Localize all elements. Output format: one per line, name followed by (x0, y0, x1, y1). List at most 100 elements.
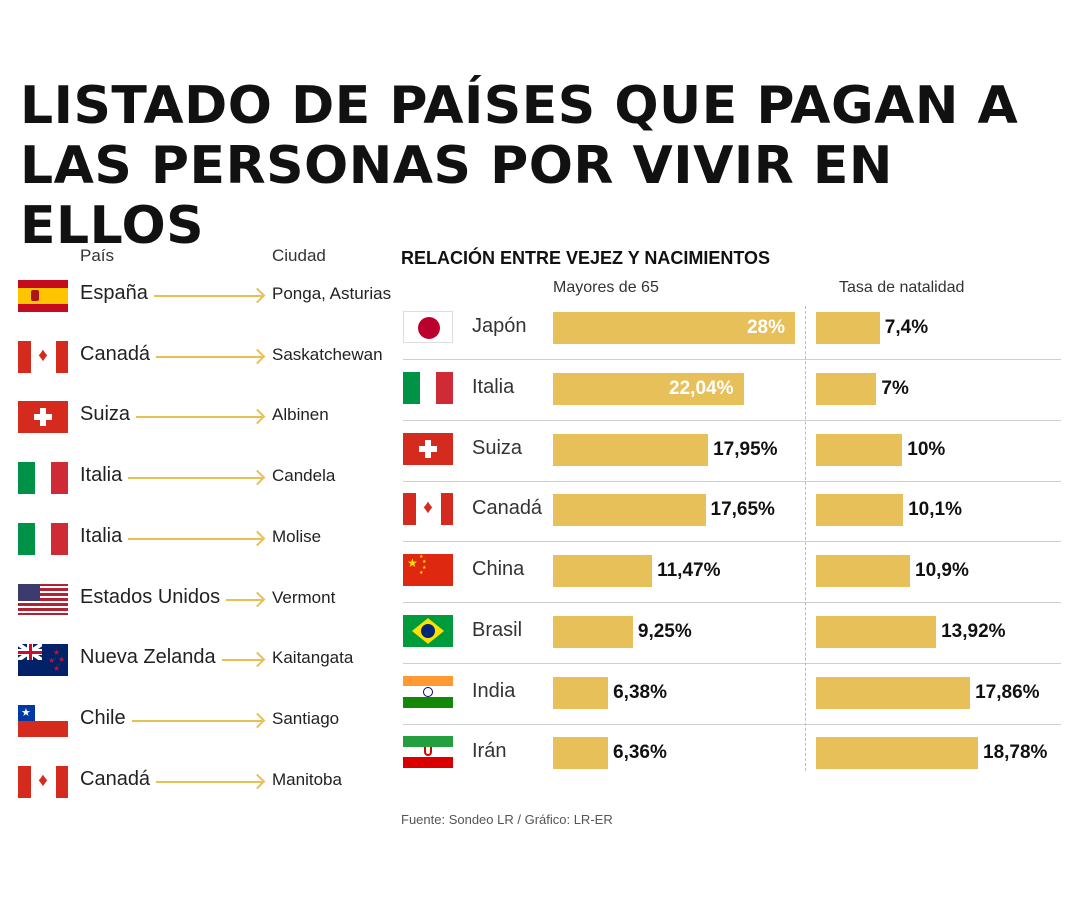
city-name: Vermont (272, 587, 336, 607)
arrow-right-icon (154, 295, 262, 297)
country-name: Italia (80, 524, 123, 547)
page-title: LISTADO DE PAÍSES QUE PAGAN A LAS PERSON… (20, 76, 1080, 256)
label-mayores-65: 22,04% (669, 377, 734, 399)
city-name: Santiago (272, 708, 340, 728)
italy-flag-icon (403, 371, 453, 404)
label-mayores-65: 9,25% (637, 620, 692, 642)
list-item: Italia Candela (18, 448, 388, 508)
chart-row: ★ ★ ★ ★ ★ China 11,47% 10,9% (403, 541, 1061, 603)
arrow-right-icon (226, 598, 262, 601)
city-name: Candela (272, 466, 336, 486)
city-column-header: Ciudad (272, 246, 326, 265)
chart-title: RELACIÓN ENTRE VEJEZ Y NACIMIENTOS (401, 248, 771, 268)
bar-tasa-natalidad (816, 555, 910, 587)
list-item: ★ ★ ★ ★ Nueva Zelanda Kaitangata (18, 630, 388, 690)
category-label: India (472, 679, 516, 702)
chile-flag-icon: ★ (18, 704, 68, 737)
brazil-flag-icon (403, 614, 453, 647)
label-mayores-65: 6,36% (613, 742, 667, 764)
title-line-1: LISTADO DE PAÍSES QUE PAGAN A (20, 76, 1019, 136)
country-name: Italia (80, 464, 123, 487)
bar-mayores-65 (553, 676, 609, 709)
italy-flag-icon (18, 522, 68, 555)
label-tasa-natalidad: 18,78% (983, 742, 1048, 764)
bar-mayores-65 (553, 494, 706, 527)
usa-flag-icon (18, 583, 68, 616)
china-flag-icon: ★ ★ ★ ★ ★ (403, 554, 453, 586)
chart-row: Italia 22,04% 7% (403, 359, 1061, 421)
series-header-mayores: Mayores de 65 (553, 279, 659, 296)
category-label: Italia (472, 375, 515, 398)
city-name: Saskatchewan (272, 344, 383, 364)
category-label: China (472, 558, 525, 580)
column-divider (805, 306, 806, 771)
city-name: Albinen (272, 405, 329, 425)
label-mayores-65: 17,95% (713, 438, 778, 460)
japan-flag-icon (403, 311, 453, 343)
chart-row: Suiza 17,95% 10% (403, 420, 1061, 482)
switzerland-flag-icon (18, 401, 68, 434)
bar-tasa-natalidad (816, 312, 880, 344)
country-name: Canadá (80, 342, 151, 365)
category-label: Japón (472, 315, 527, 337)
country-name: Chile (80, 706, 126, 729)
bar-chart: Japón 28% 7,4% Italia 22,04% 7% Suiza 17,95% 10%… (403, 298, 1063, 778)
label-tasa-natalidad: 13,92% (941, 620, 1006, 642)
country-name: España (80, 282, 148, 304)
label-tasa-natalidad: 17,86% (975, 681, 1040, 703)
label-mayores-65: 28% (746, 317, 785, 338)
label-mayores-65: 11,47% (657, 560, 721, 581)
city-name: Manitoba (272, 769, 342, 789)
chart-row: India 6,38% 17,86% (403, 663, 1061, 725)
bar-mayores-65 (553, 737, 608, 770)
chart-row: Japón 28% 7,4% (403, 298, 1061, 360)
city-name: Kaitangata (272, 648, 354, 668)
spain-flag-icon (18, 280, 68, 312)
bar-tasa-natalidad (816, 433, 903, 466)
bar-mayores-65 (553, 615, 633, 648)
label-tasa-natalidad: 10% (907, 438, 946, 460)
india-flag-icon (403, 675, 453, 708)
list-item: ♦ Canadá Manitoba (18, 752, 388, 812)
bar-tasa-natalidad (816, 615, 937, 648)
canada-flag-icon: ♦ (18, 340, 68, 373)
bar-tasa-natalidad (816, 494, 904, 527)
list-item: ♦ Canadá Saskatchewan (18, 327, 388, 387)
country-city-list: España Ponga, Asturias ♦ Canadá Saskatchewan… (18, 266, 392, 816)
label-tasa-natalidad: 10,1% (908, 499, 962, 521)
chart-row: ♦ Canadá 17,65% 10,1% (403, 480, 1061, 543)
category-label: Suiza (472, 436, 523, 459)
city-name: Molise (272, 526, 322, 546)
bar-tasa-natalidad (816, 372, 877, 405)
bar-tasa-natalidad (816, 676, 971, 709)
arrow-right-icon (156, 355, 262, 358)
list-item: España Ponga, Asturias (18, 266, 392, 326)
chart-row: Irán 6,36% 18,78% (403, 723, 1061, 784)
bar-mayores-65 (553, 372, 744, 405)
list-item: Suiza Albinen (18, 387, 388, 447)
title-line-2: LAS PERSONAS POR VIVIR EN ELLOS (20, 136, 893, 256)
new-zealand-flag-icon: ★ ★ ★ ★ (18, 644, 68, 677)
canada-flag-icon: ♦ (18, 765, 68, 798)
chart-row: Brasil 9,25% 13,92% (403, 602, 1061, 664)
country-name: Canadá (80, 767, 151, 790)
series-header-natalidad: Tasa de natalidad (839, 279, 965, 296)
list-item: Estados Unidos Vermont (18, 570, 388, 630)
city-name: Ponga, Asturias (272, 284, 392, 303)
arrow-right-icon (128, 477, 262, 480)
arrow-right-icon (156, 780, 262, 783)
label-mayores-65: 6,38% (613, 681, 667, 703)
bar-mayores-65 (553, 555, 653, 587)
label-mayores-65: 17,65% (710, 499, 775, 521)
arrow-right-icon (222, 659, 262, 662)
canada-flag-icon: ♦ (403, 493, 453, 526)
label-tasa-natalidad: 10,9% (915, 560, 969, 581)
category-label: Irán (472, 740, 507, 763)
country-column-header: País (80, 246, 115, 265)
list-item: ★ Chile Santiago (18, 691, 388, 751)
list-item: Italia Molise (18, 509, 388, 569)
arrow-right-icon (128, 537, 262, 540)
bar-mayores-65 (553, 433, 709, 466)
italy-flag-icon (18, 462, 68, 495)
label-tasa-natalidad: 7% (881, 377, 909, 399)
